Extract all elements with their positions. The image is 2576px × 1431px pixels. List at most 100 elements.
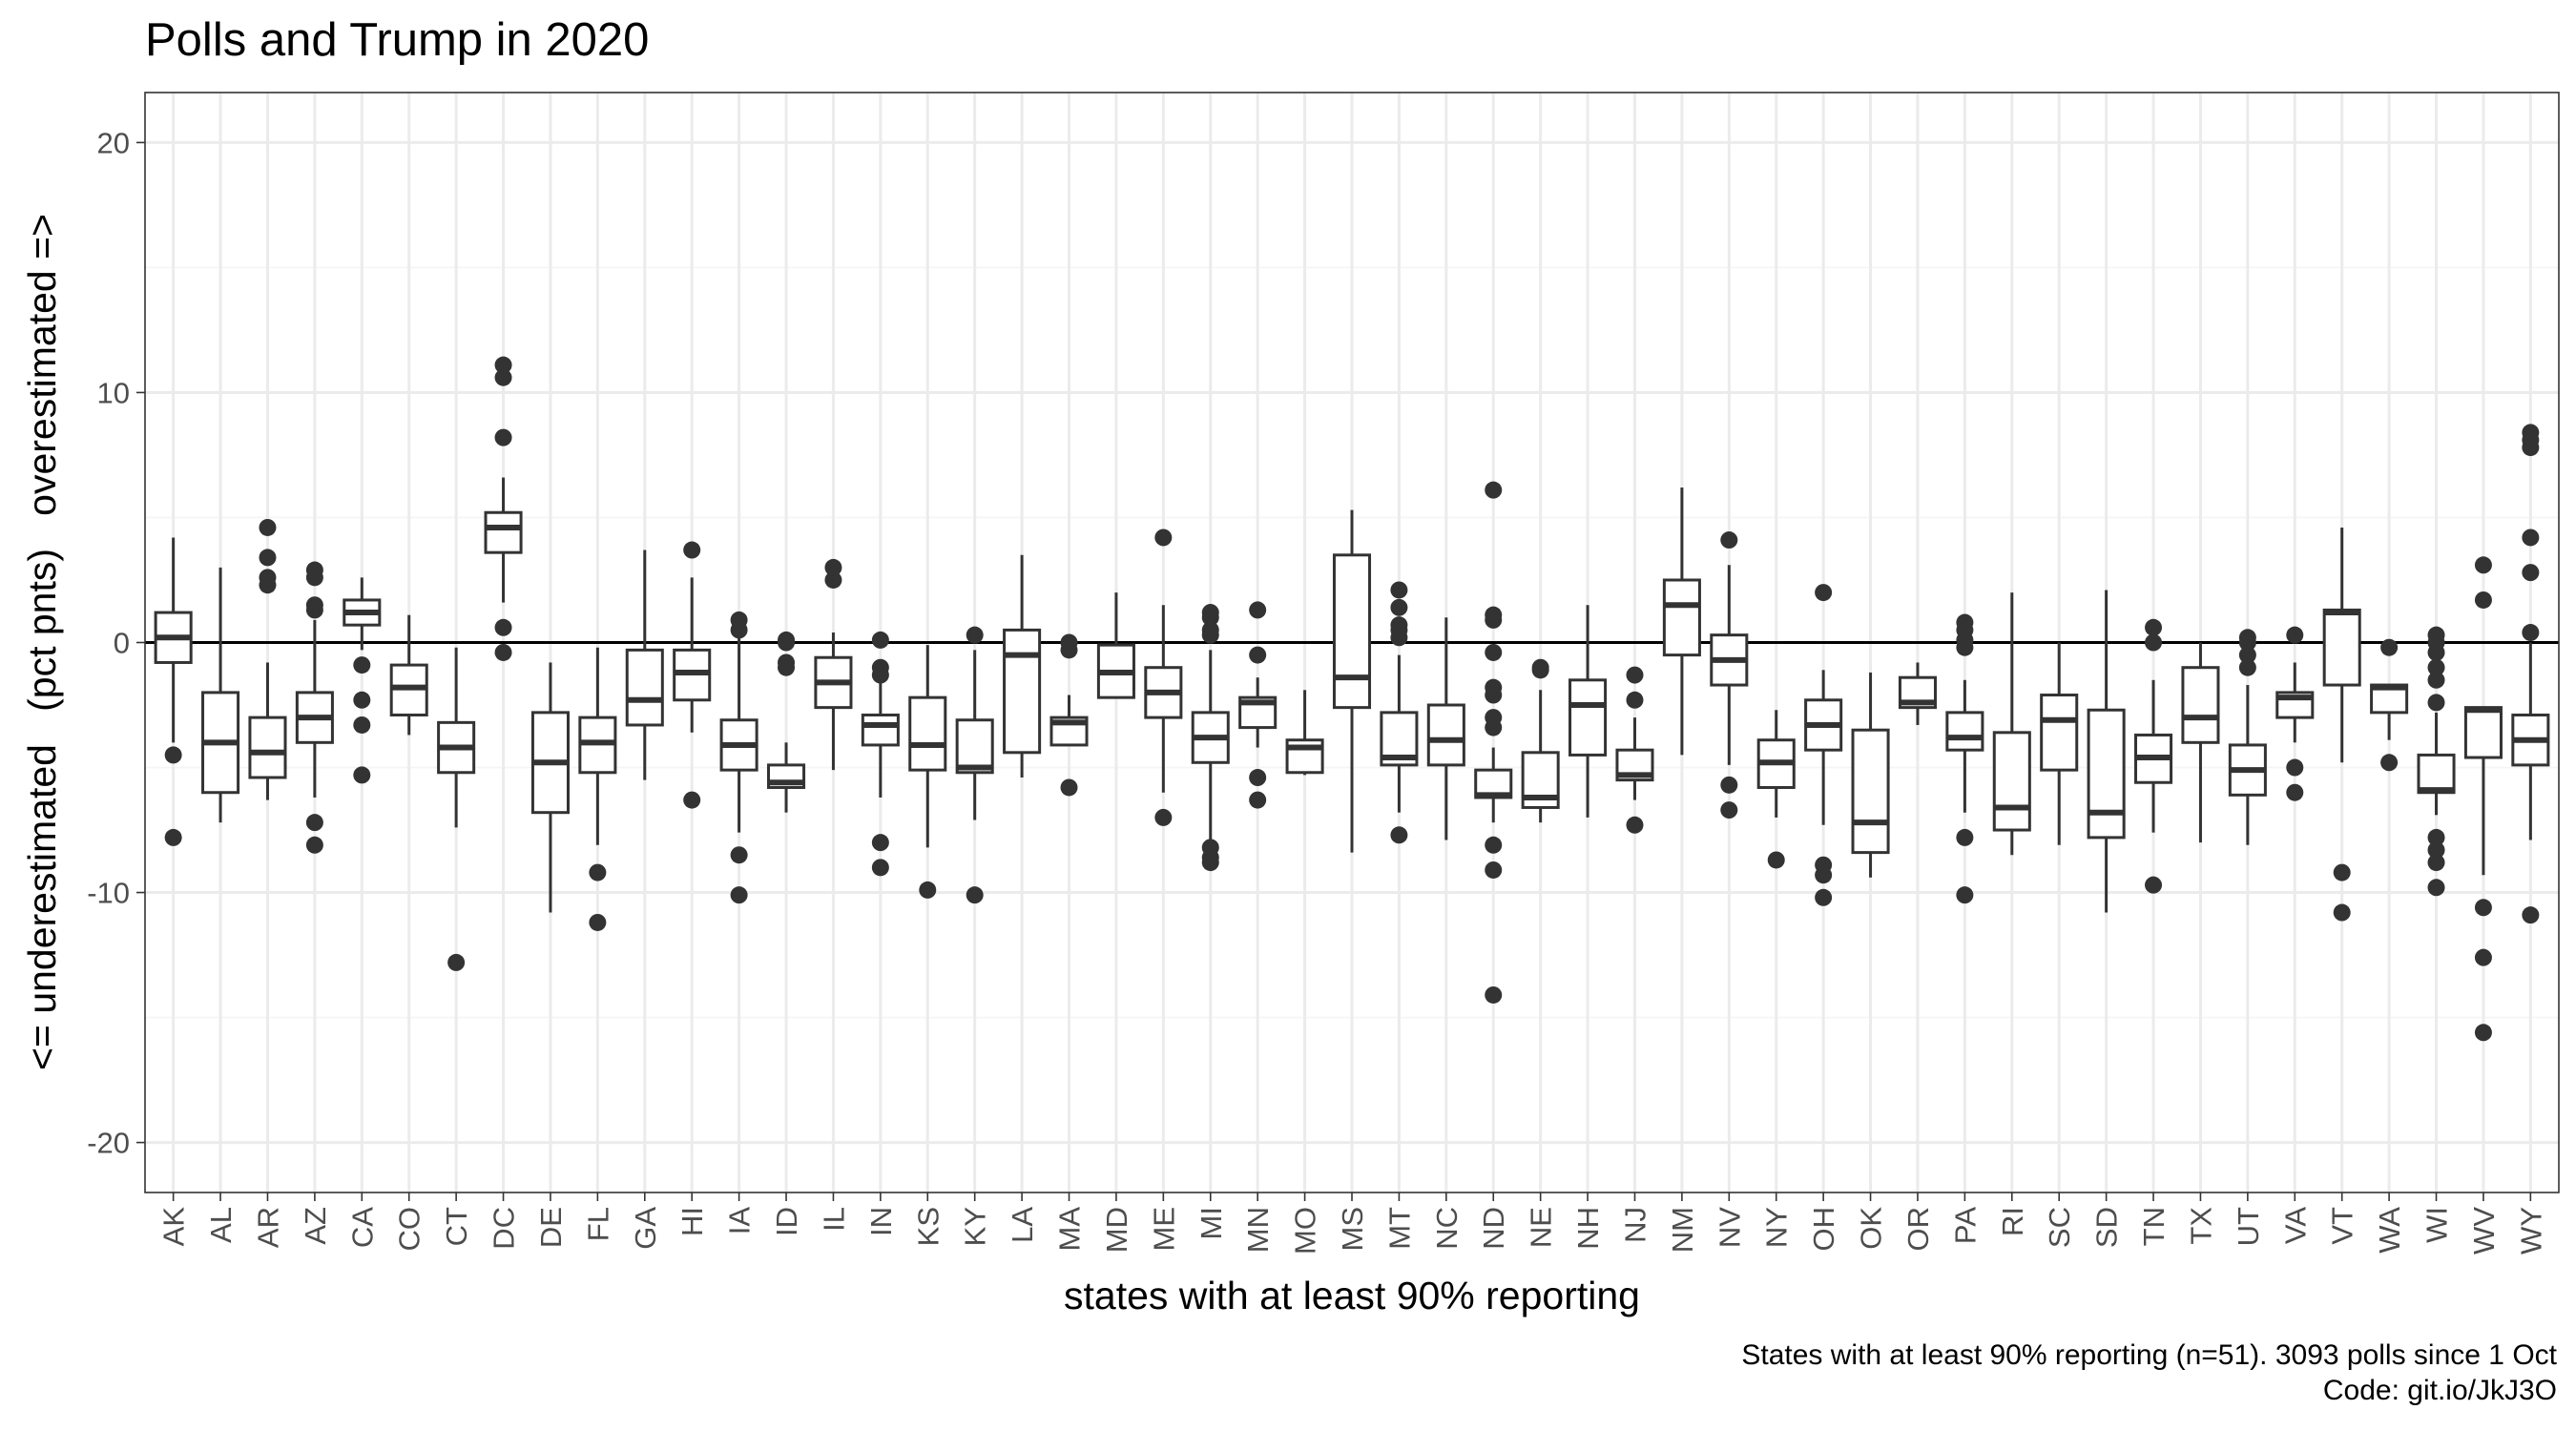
outlier-point	[589, 913, 607, 931]
iqr-box	[2181, 666, 2220, 744]
x-tick-label: OR	[1901, 1207, 1935, 1252]
box-layer	[154, 356, 2550, 1042]
x-tick-label: GA	[629, 1207, 662, 1250]
outlier-point	[2522, 439, 2540, 457]
outlier-point	[164, 828, 182, 846]
outlier-point	[2522, 564, 2540, 582]
x-tick-label: IN	[864, 1207, 898, 1236]
x-tick-label: NJ	[1618, 1207, 1652, 1243]
outlier-point	[1531, 661, 1549, 679]
outlier-point	[1390, 598, 1408, 616]
outlier-point	[494, 368, 512, 386]
box-tn	[2134, 618, 2173, 894]
outlier-point	[1720, 531, 1738, 550]
box-nd	[1474, 481, 1513, 1004]
x-tick-label: NH	[1571, 1207, 1605, 1250]
outlier-point	[1815, 584, 1833, 602]
box-md	[1096, 592, 1135, 699]
outlier-point	[871, 666, 889, 684]
x-tick-label: MD	[1100, 1207, 1133, 1253]
outlier-point	[2145, 633, 2163, 652]
outlier-point	[353, 691, 371, 709]
box-ky	[955, 626, 994, 904]
outlier-point	[2380, 638, 2399, 656]
x-tick-label: SD	[2090, 1207, 2124, 1248]
box-oh	[1804, 584, 1843, 906]
x-tick-label: NM	[1666, 1207, 1699, 1253]
iqr-box	[1568, 678, 1608, 757]
x-tick-label: LA	[1006, 1207, 1039, 1243]
x-tick-label: NV	[1713, 1207, 1746, 1248]
x-tick-label: MT	[1382, 1207, 1416, 1250]
outlier-point	[494, 428, 512, 446]
box-ct	[437, 647, 476, 971]
y-tick-label: -20	[87, 1127, 130, 1160]
outlier-point	[494, 356, 512, 374]
outlier-point	[2474, 556, 2492, 574]
box-ri	[1992, 592, 2031, 856]
outlier-point	[2145, 876, 2163, 894]
outlier-point	[1201, 854, 1219, 872]
outlier-point	[2522, 529, 2540, 547]
outlier-point	[1060, 641, 1078, 659]
outlier-point	[1720, 801, 1738, 819]
outlier-point	[447, 953, 466, 971]
box-wa	[2370, 638, 2409, 772]
x-tick-label: RI	[1996, 1207, 2029, 1236]
x-tick-label: SC	[2043, 1207, 2076, 1248]
outlier-point	[871, 859, 889, 877]
outlier-point	[353, 716, 371, 734]
outlier-point	[2474, 948, 2492, 966]
outlier-point	[1485, 836, 1503, 854]
outlier-point	[494, 643, 512, 661]
box-de	[530, 662, 570, 913]
x-tick-label: DC	[488, 1207, 521, 1250]
x-tick-label: OK	[1855, 1207, 1888, 1250]
outlier-point	[259, 518, 277, 536]
outlier-point	[1485, 611, 1503, 629]
box-ne	[1521, 658, 1560, 823]
box-tx	[2181, 642, 2220, 843]
outlier-point	[353, 766, 371, 784]
box-ak	[154, 537, 193, 846]
outlier-point	[305, 596, 323, 614]
box-or	[1898, 662, 1937, 725]
x-tick-label: AL	[204, 1207, 238, 1243]
box-pa	[1945, 613, 1984, 904]
x-tick-label: TX	[2184, 1207, 2217, 1245]
box-ma	[1049, 633, 1089, 797]
box-wv	[2463, 556, 2503, 1042]
outlier-point	[1060, 778, 1078, 797]
x-tick-label: MS	[1336, 1207, 1369, 1252]
outlier-point	[2145, 618, 2163, 636]
caption-line-1: States with at least 90% reporting (n=51…	[1741, 1339, 2557, 1371]
iqr-box	[2463, 706, 2503, 759]
iqr-box	[1992, 731, 2031, 832]
outlier-point	[2333, 903, 2351, 922]
y-axis: -20 -10 0 10 20	[87, 126, 145, 1160]
x-tick-label: MO	[1289, 1207, 1322, 1255]
outlier-point	[1485, 643, 1503, 661]
outlier-point	[305, 836, 323, 854]
y-tick-label: -10	[87, 877, 130, 910]
x-tick-label: VT	[2326, 1207, 2359, 1245]
x-tick-label: CO	[393, 1207, 426, 1252]
outlier-point	[2238, 646, 2256, 664]
x-tick-label: IA	[723, 1207, 757, 1235]
box-ut	[2228, 629, 2267, 845]
x-tick-label: FL	[581, 1207, 614, 1241]
outlier-point	[2474, 1024, 2492, 1042]
outlier-point	[2427, 840, 2445, 859]
outlier-point	[2522, 906, 2540, 924]
iqr-box	[1662, 578, 1701, 657]
x-tick-label: KS	[911, 1207, 945, 1246]
x-tick-label: DE	[534, 1207, 568, 1248]
box-me	[1144, 529, 1183, 826]
iqr-box	[2322, 608, 2361, 687]
box-ok	[1851, 672, 1890, 878]
x-tick-label: TN	[2137, 1207, 2171, 1246]
iqr-box	[2040, 694, 2079, 772]
outlier-point	[2286, 783, 2304, 801]
x-tick-label: UT	[2232, 1207, 2265, 1246]
